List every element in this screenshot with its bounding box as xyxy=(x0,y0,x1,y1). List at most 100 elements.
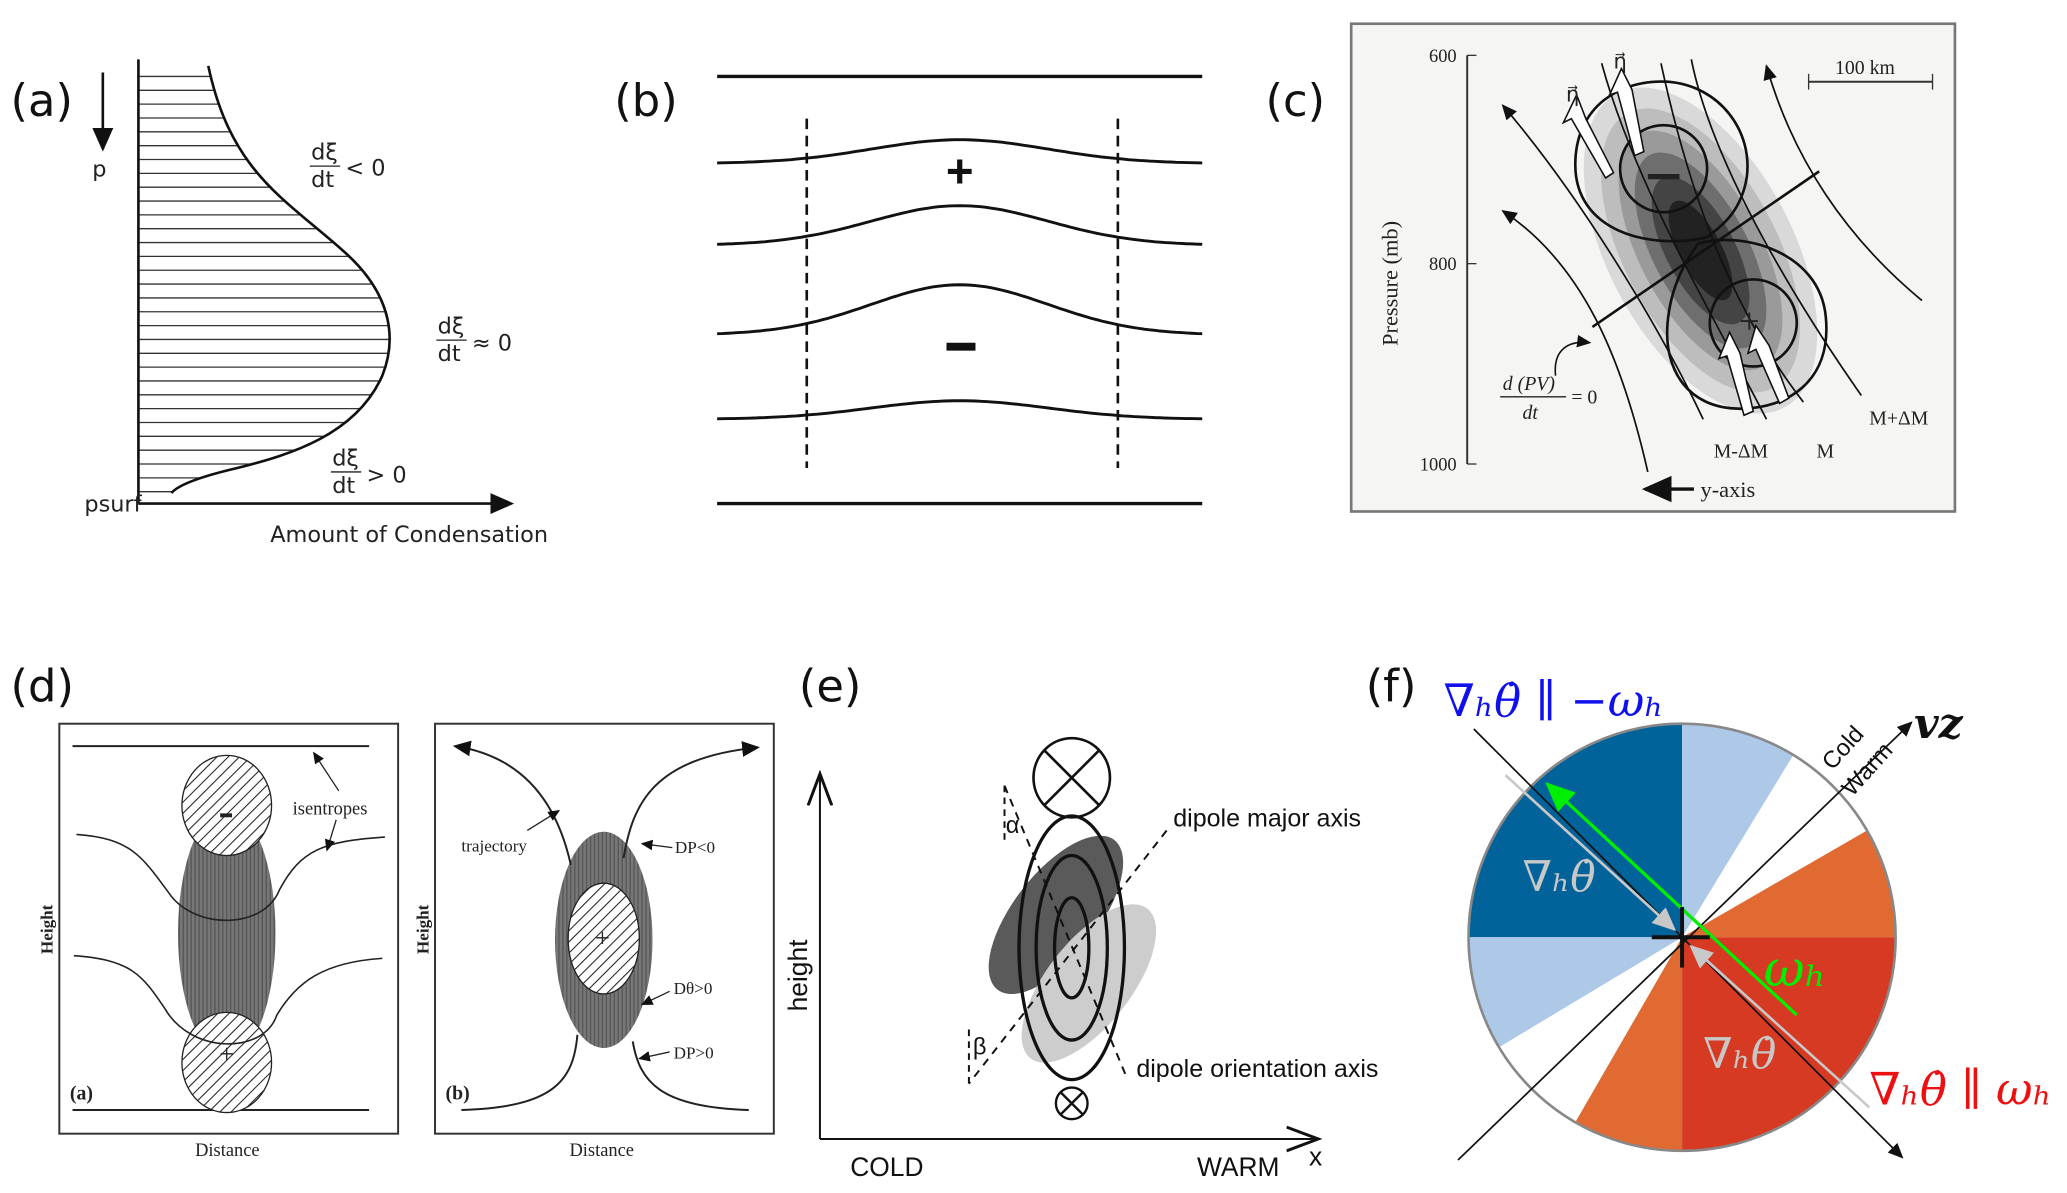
y-axis-label: Pressure (mb) xyxy=(1377,221,1402,346)
major-axis-label: dipole major axis xyxy=(1173,805,1361,833)
m-minus-label: M-ΔM xyxy=(1714,440,1768,462)
warm-label: WARM xyxy=(1197,1152,1279,1182)
vz-axis xyxy=(1457,721,1913,1161)
dtheta-label: Dθ>0 xyxy=(674,979,713,998)
panel-f-label: (f) xyxy=(1366,659,1417,712)
y-axis-label: height xyxy=(783,939,813,1011)
isentrope-line xyxy=(717,204,1203,246)
bottom-relation-label: ∇ₕθ̇ ∥ ωₕ xyxy=(1869,1063,2052,1116)
minus-sign xyxy=(1647,174,1680,180)
equals: = 0 xyxy=(1571,386,1597,408)
panel-f: (f) ∇ₕθ̇ ∥ −ωₕ ∇ₕθ̇ ∥ ωₕ ∇ₕθ̇ ∇ₕθ̇ ωₕ vz… xyxy=(1366,659,2052,1161)
frac-den: dt xyxy=(1523,402,1539,424)
dipole-orientation-axis xyxy=(1003,785,1129,1079)
isentropes-label: isentropes xyxy=(293,799,368,819)
top-relation-label: ∇ₕθ̇ ∥ −ωₕ xyxy=(1443,674,1663,727)
positive-anomaly-ellipse xyxy=(1021,904,1157,1063)
vz-label: vz xyxy=(1914,698,1964,748)
eta-arrow-icon xyxy=(1608,66,1645,157)
isentrope-line xyxy=(717,283,1203,336)
frac-den: dt xyxy=(311,167,334,193)
y-axis-direction-label: y-axis xyxy=(1701,477,1756,502)
dp-positive-label: DP>0 xyxy=(674,1044,714,1063)
sector-wedge xyxy=(1682,723,1794,938)
cold-label: COLD xyxy=(850,1152,923,1182)
sector-wedge xyxy=(1468,937,1683,1048)
x-axis-label: Amount of Condensation xyxy=(270,522,548,548)
panel-d-label: (d) xyxy=(11,659,74,712)
panel-c-label: (c) xyxy=(1266,74,1326,127)
beta-angle-label: β xyxy=(973,1035,987,1061)
eta-label: η⃗ xyxy=(1614,50,1627,74)
eta-label: η⃗ xyxy=(1566,83,1579,107)
panel-b: (b) + xyxy=(614,74,1203,506)
tick-label: 800 xyxy=(1429,254,1457,274)
panel-c: (c) xyxy=(1266,22,1957,513)
panel-e-label: (e) xyxy=(799,659,862,712)
sector-wedge xyxy=(1575,937,1683,1151)
positive-pv-anomaly xyxy=(181,1011,273,1114)
tendency-label-bottom: dξ dt > 0 xyxy=(330,445,407,499)
positive-pv-anomaly xyxy=(567,882,641,995)
panel-e: (e) height COLD WARM x α β dipole major … xyxy=(783,659,1379,1182)
alpha-angle-label: α xyxy=(1006,813,1020,839)
tick-label: 1000 xyxy=(1420,455,1457,475)
m-plus-label: M+ΔM xyxy=(1869,407,1928,429)
x-axis-label: Distance xyxy=(195,1140,260,1160)
frac-den: dt xyxy=(332,473,355,499)
relation: > 0 xyxy=(366,462,406,488)
orientation-axis-label: dipole orientation axis xyxy=(1136,1055,1378,1083)
grad-arrow-lower xyxy=(1689,944,1871,1109)
subpanel-tag: (a) xyxy=(70,1082,93,1104)
grad-label-cold: ∇ₕθ̇ xyxy=(1523,852,1596,901)
tendency-label-mid: dξ dt ≈ 0 xyxy=(436,314,512,367)
into-page-small-icon xyxy=(1054,1086,1089,1121)
condensation-profile-curve xyxy=(170,65,391,494)
dipole-major-axis xyxy=(968,829,1168,1085)
disc-outline xyxy=(1467,722,1897,1153)
perturbed-isentropes xyxy=(717,138,1203,421)
grad-label-warm: ∇ₕθ̇ xyxy=(1703,1029,1776,1078)
relation: ≈ 0 xyxy=(472,331,512,357)
psurf-label: psurf xyxy=(84,491,142,517)
panel-a: (a) p psurf Amount of Condensation dξ dt… xyxy=(11,59,548,548)
panel-d: (d) + isentropes (a) Distance Height + t… xyxy=(11,659,775,1160)
plus-sign: + xyxy=(595,923,610,952)
y-axis-label: Height xyxy=(413,904,432,954)
frac-num: dξ xyxy=(332,445,359,471)
negative-anomaly-ellipse xyxy=(988,835,1124,995)
tick-label: 600 xyxy=(1429,46,1457,66)
trajectory-label: trajectory xyxy=(461,837,527,856)
frac-num: d (PV) xyxy=(1503,373,1555,395)
isentrope-line xyxy=(717,138,1203,165)
plus-sign: + xyxy=(1739,301,1760,342)
minus-sign xyxy=(946,342,976,351)
frac-den: dt xyxy=(438,341,461,367)
eta-arrow-icon xyxy=(1746,323,1790,405)
isentrope-line xyxy=(717,399,1203,421)
plus-sign: + xyxy=(219,1039,234,1068)
frac-num: dξ xyxy=(311,140,338,166)
frac-num: dξ xyxy=(438,314,465,340)
into-page-large-icon xyxy=(1032,736,1112,819)
negative-pv-anomaly xyxy=(181,754,273,857)
x-axis-label: Distance xyxy=(569,1140,634,1160)
x-label: x xyxy=(1309,1141,1322,1171)
heating-region xyxy=(177,808,276,1059)
omega-label: ωₕ xyxy=(1764,940,1827,998)
panel-b-label: (b) xyxy=(614,74,677,127)
panel-a-label: (a) xyxy=(11,74,73,127)
relation: < 0 xyxy=(345,155,385,181)
plus-sign: + xyxy=(946,145,974,198)
p-label: p xyxy=(92,157,106,183)
omega-arrow xyxy=(1545,782,1798,1017)
condensation-hatching xyxy=(138,75,390,493)
scale-bar-label: 100 km xyxy=(1835,57,1895,79)
eta-arrow-icon xyxy=(1561,92,1615,180)
dp-negative-label: DP<0 xyxy=(675,838,715,857)
pv-conservation-label: d (PV) dt = 0 xyxy=(1500,334,1597,424)
tendency-label-top: dξ dt < 0 xyxy=(309,140,386,193)
grad-arrow-upper xyxy=(1504,774,1677,932)
eta-arrow-icon xyxy=(1717,330,1755,417)
